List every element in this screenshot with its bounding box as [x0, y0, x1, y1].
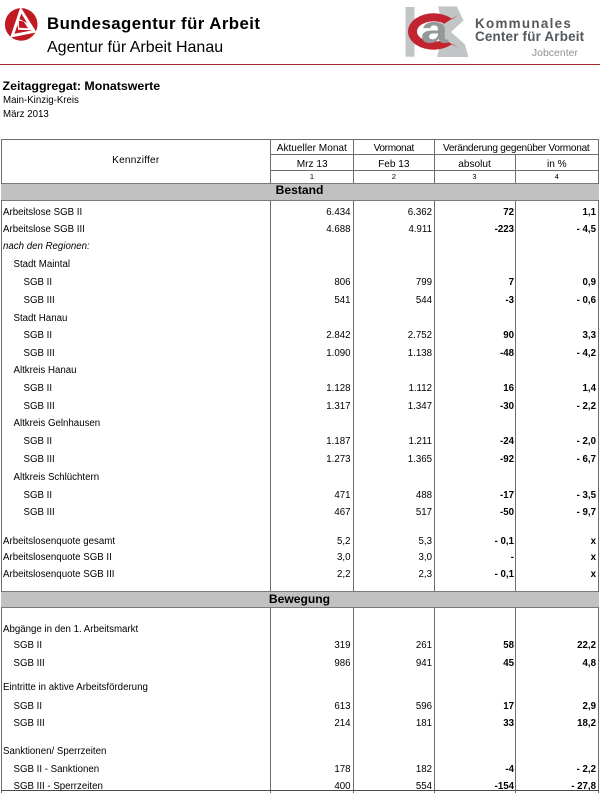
svg-text:a: a	[421, 9, 449, 51]
